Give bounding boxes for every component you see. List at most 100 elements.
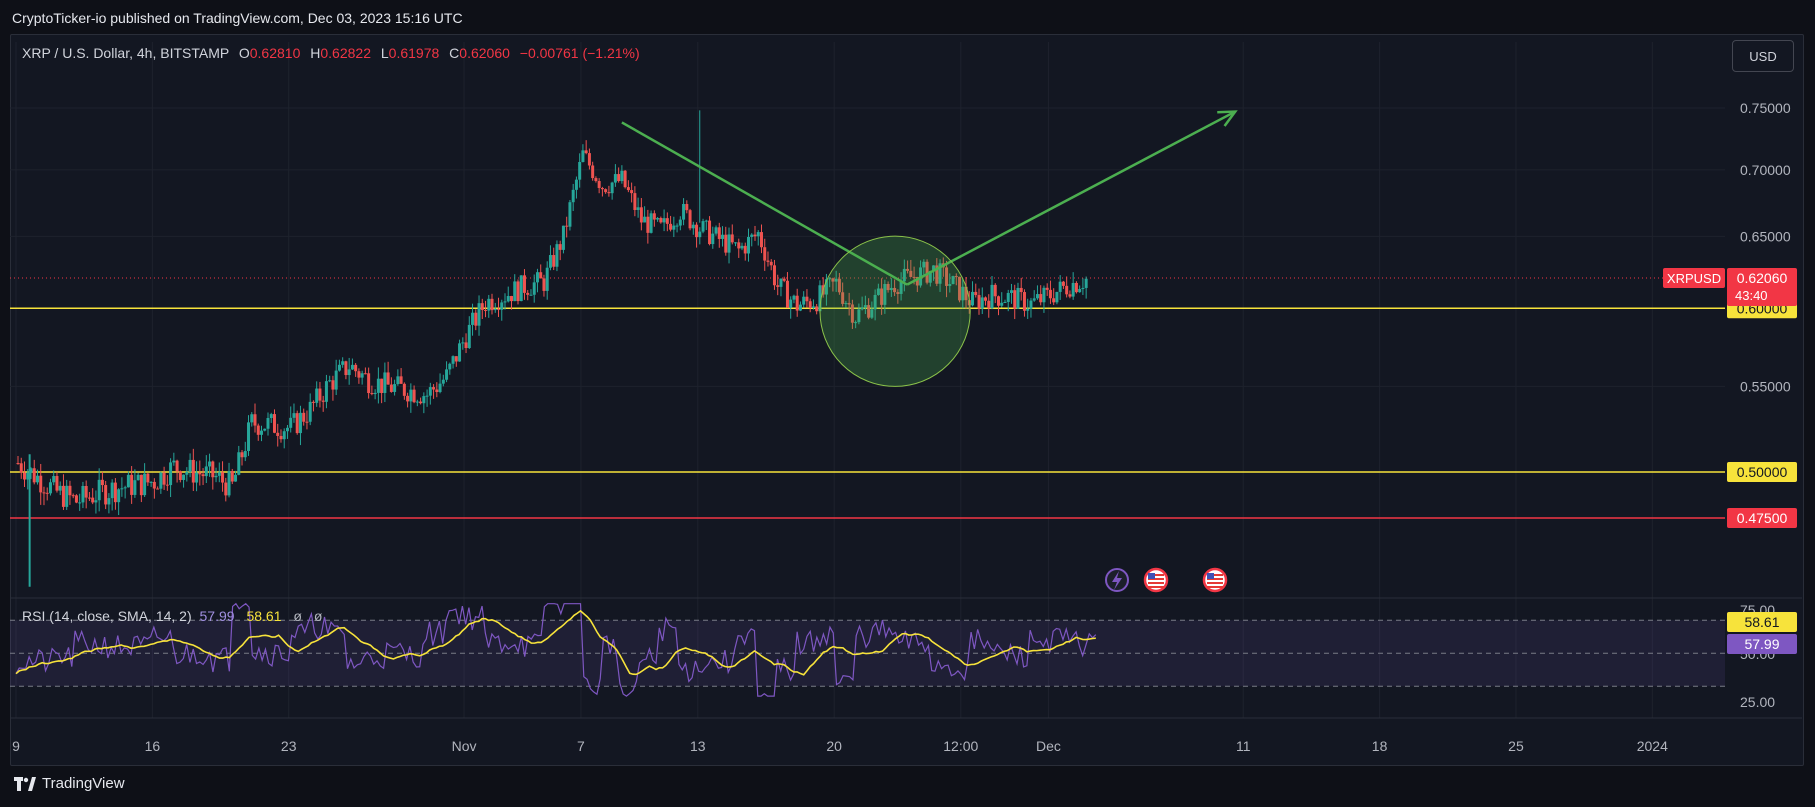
candle-body: [581, 150, 585, 162]
candle-body: [279, 435, 283, 440]
candle-body: [964, 286, 968, 301]
candle-body: [318, 388, 322, 401]
candle-body: [587, 153, 591, 166]
candle-body: [110, 482, 114, 499]
brand-label: TradingView: [42, 775, 125, 792]
candle-body: [643, 216, 647, 223]
candle-body: [91, 497, 95, 503]
candle-body: [182, 474, 186, 480]
candle-body: [497, 308, 501, 310]
candle-body: [857, 309, 861, 323]
candle-body: [909, 270, 913, 277]
symbol-name: XRP / U.S. Dollar, 4h, BITSTAMP: [22, 45, 229, 61]
candle-body: [130, 474, 134, 495]
candle-body: [591, 165, 595, 179]
trend-arrow-line: [906, 110, 1236, 286]
candle-body: [211, 461, 215, 478]
candle-body: [126, 474, 130, 488]
candle-body: [74, 495, 78, 503]
candle-body: [58, 485, 62, 491]
time-tick-label: 20: [826, 738, 842, 754]
tradingview-brand[interactable]: TradingView: [14, 775, 125, 792]
candle-body: [354, 364, 358, 372]
candle-body: [415, 401, 419, 403]
candle-body: [428, 387, 432, 396]
candle-body: [487, 298, 491, 311]
candle-body: [860, 307, 864, 310]
candle-body: [798, 304, 802, 311]
candle-body: [691, 224, 695, 229]
candle-body: [792, 295, 796, 300]
candle-body: [243, 450, 247, 458]
event-markers: [1105, 567, 1228, 593]
candle-body: [574, 179, 578, 190]
candle-body: [776, 285, 780, 287]
candle-body: [656, 217, 660, 220]
candle-body: [464, 342, 468, 349]
candle-body: [876, 288, 880, 295]
candle-body: [578, 161, 582, 180]
candle-body: [568, 202, 572, 227]
candle-body: [26, 472, 30, 480]
candle-body: [383, 372, 387, 393]
candle-body: [915, 276, 919, 286]
candle-body: [682, 204, 686, 220]
candle-body: [467, 324, 471, 349]
candle-body: [191, 459, 195, 483]
change-value: −0.00761 (−1.21%): [519, 45, 640, 61]
candle-body: [880, 288, 884, 305]
candle-body: [334, 370, 338, 390]
candle-body: [308, 401, 312, 422]
candle-body: [1052, 298, 1056, 303]
candle-body: [906, 268, 910, 271]
open-value: 0.62810: [249, 45, 301, 61]
candle-body: [1003, 301, 1007, 303]
high-label: H: [310, 45, 321, 61]
candle-body: [996, 296, 1000, 306]
candle-body: [652, 213, 656, 220]
candle-body: [441, 379, 445, 384]
candle-body: [133, 480, 137, 495]
candle-body: [389, 384, 393, 392]
candle-body: [282, 431, 286, 440]
rsi-sma-tag: 58.61: [1744, 614, 1779, 630]
candle-body: [438, 383, 442, 393]
candle-body: [263, 428, 267, 431]
candle-body: [561, 225, 565, 250]
high-value: 0.62822: [320, 45, 371, 61]
candle-body: [763, 247, 767, 261]
candle-body: [594, 178, 598, 182]
candle-body: [727, 234, 731, 253]
lightning-event-icon: [1105, 568, 1129, 592]
candle-body: [522, 275, 526, 293]
publish-caption: CryptoTicker-io published on TradingView…: [12, 10, 463, 26]
candle-body: [169, 462, 173, 486]
currency-button[interactable]: USD: [1732, 40, 1794, 72]
candle-body: [526, 292, 530, 295]
candle-body: [1019, 287, 1023, 293]
candle-body: [32, 468, 36, 483]
symbol-legend: XRP / U.S. Dollar, 4h, BITSTAMP O0.62810…: [22, 45, 640, 61]
candle-body: [247, 422, 251, 451]
candle-body: [811, 306, 815, 308]
candle-body: [484, 309, 488, 311]
candle-body: [39, 475, 43, 493]
candle-body: [617, 174, 621, 182]
candle-body: [139, 474, 143, 496]
candle-body: [292, 413, 296, 418]
level-label-box: [1727, 461, 1797, 482]
candle-body: [623, 170, 627, 188]
candle-body: [432, 387, 436, 390]
candle-body: [461, 342, 465, 344]
candle-body: [396, 376, 400, 385]
candle-body: [977, 295, 981, 309]
candle-body: [802, 296, 806, 305]
candle-body: [772, 265, 776, 286]
close-label: C: [449, 45, 460, 61]
flag-stripe: [1207, 578, 1223, 580]
candle-body: [1009, 290, 1013, 293]
candle-body: [331, 380, 335, 390]
rsi-value-tag-box: [1727, 634, 1797, 655]
